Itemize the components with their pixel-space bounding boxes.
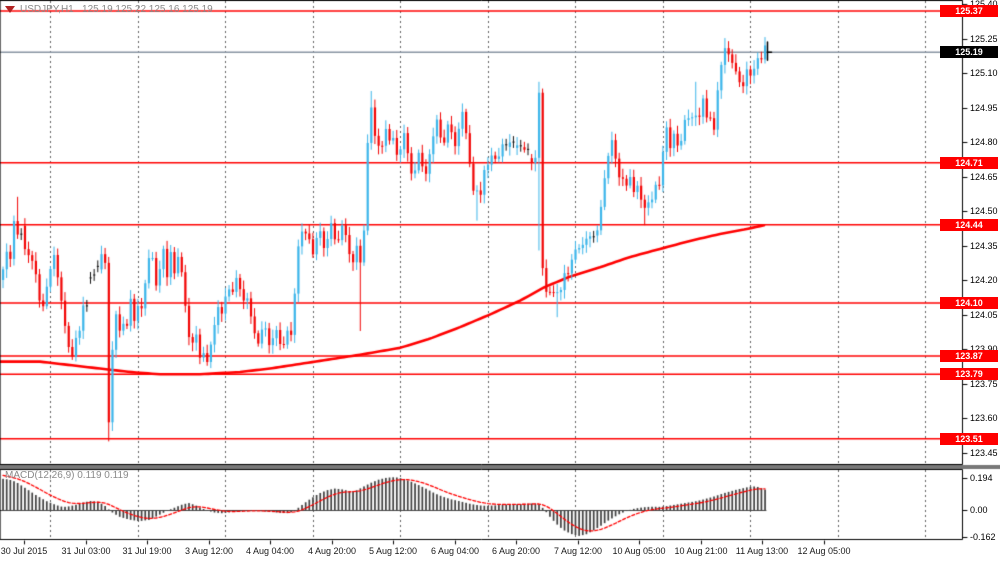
price-tick-label: 125.25 bbox=[970, 33, 998, 44]
price-level-badge: 124.44 bbox=[940, 218, 998, 231]
price-level-badge: 124.71 bbox=[940, 156, 998, 169]
time-axis-label: 4 Aug 20:00 bbox=[307, 546, 357, 556]
time-axis-label: 12 Aug 05:00 bbox=[797, 546, 851, 556]
price-tick-label: 124.80 bbox=[970, 137, 998, 147]
price-tick-label: 125.10 bbox=[970, 68, 998, 78]
price-tick-label: 123.60 bbox=[970, 413, 998, 423]
price-tick-label: 124.20 bbox=[970, 275, 998, 285]
price-level-badge: 125.37 bbox=[940, 4, 998, 17]
time-axis-label: 31 Jul 19:00 bbox=[122, 546, 172, 556]
chart-title-bar: USDJPY,H1 125.19 125.22 125.16 125.19 bbox=[5, 4, 213, 15]
symbol-marker-icon bbox=[5, 6, 15, 13]
time-axis-label: 10 Aug 21:00 bbox=[674, 546, 728, 556]
price-tick-label: 123.45 bbox=[970, 447, 998, 458]
time-axis-label: 10 Aug 05:00 bbox=[612, 546, 666, 556]
chart-title-text: USDJPY,H1 125.19 125.22 125.16 125.19 bbox=[20, 4, 213, 15]
macd-tick-label: 0.194 bbox=[970, 472, 993, 483]
price-level-badge: 124.10 bbox=[940, 297, 998, 309]
price-tick-label: 124.65 bbox=[970, 171, 998, 182]
time-axis-label: 31 Jul 03:00 bbox=[61, 546, 111, 556]
bid-price-badge: 125.19 bbox=[940, 46, 998, 59]
time-axis-label: 4 Aug 04:00 bbox=[245, 546, 295, 556]
time-axis-label: 11 Aug 13:00 bbox=[735, 546, 789, 556]
price-tick-label: 124.05 bbox=[970, 309, 998, 320]
price-level-badge: 123.79 bbox=[940, 368, 998, 381]
price-tick-label: 123.75 bbox=[970, 378, 998, 389]
price-tick-label: 124.35 bbox=[970, 240, 998, 251]
time-axis-label: 5 Aug 12:00 bbox=[368, 546, 418, 556]
price-tick-label: 123.90 bbox=[970, 344, 1000, 354]
time-axis-label: 30 Jul 2015 bbox=[0, 546, 48, 556]
price-level-badge: 123.51 bbox=[940, 432, 998, 445]
macd-tick-label: -0.162 bbox=[970, 531, 996, 542]
time-axis-label: 6 Aug 04:00 bbox=[430, 546, 480, 556]
time-axis-label: 7 Aug 12:00 bbox=[553, 546, 603, 556]
price-tick-label: 124.50 bbox=[970, 206, 998, 216]
time-axis-label: 6 Aug 20:00 bbox=[491, 546, 541, 556]
price-tick-label: 124.95 bbox=[970, 102, 998, 113]
time-axis-label: 3 Aug 12:00 bbox=[184, 546, 234, 556]
price-level-badge: 123.87 bbox=[940, 349, 998, 362]
indicator-label: MACD(12,26,9) 0.119 0.119 bbox=[5, 470, 129, 481]
price-tick-label: 125.40 bbox=[970, 0, 1000, 9]
macd-tick-label: 0.00 bbox=[970, 505, 988, 515]
